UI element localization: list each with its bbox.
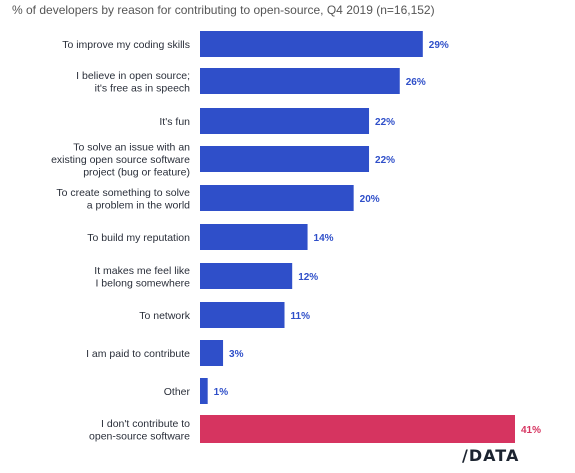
category-label-3: To solve an issue with an existing open s…: [51, 142, 190, 179]
category-label-line: I belong somewhere: [95, 277, 190, 289]
value-label-4: 20%: [360, 194, 380, 205]
category-label-10: I don't contribute to open-source softwar…: [89, 418, 190, 443]
category-label-line: it's free as in speech: [95, 82, 191, 94]
bar-1: [200, 68, 400, 94]
bar-4: [200, 185, 354, 211]
category-label-8: I am paid to contribute: [86, 348, 190, 360]
category-label-line: a problem in the world: [87, 199, 190, 211]
value-label-2: 22%: [375, 117, 395, 128]
bar-7: [200, 302, 285, 328]
category-label-line: I am paid to contribute: [86, 348, 190, 360]
data-logo: /DATA: [462, 446, 520, 465]
category-label-line: To build my reputation: [87, 232, 190, 244]
bar-3: [200, 146, 370, 172]
category-label-line: It makes me feel like: [94, 265, 190, 277]
bar-10: [200, 415, 515, 443]
value-label-8: 3%: [229, 349, 244, 360]
value-label-6: 12%: [298, 272, 318, 283]
bar-2: [200, 108, 370, 134]
category-label-2: It's fun: [159, 116, 190, 128]
category-label-line: project (bug or feature): [83, 167, 190, 179]
bar-5: [200, 224, 308, 250]
category-label-line: I believe in open source;: [76, 70, 190, 82]
bar-6: [200, 263, 293, 289]
category-label-line: existing open source software: [51, 154, 190, 166]
category-label-line: To improve my coding skills: [62, 39, 190, 51]
category-label-line: open-source software: [89, 430, 190, 442]
value-label-3: 22%: [375, 155, 395, 166]
category-label-6: It makes me feel like I belong somewhere: [94, 265, 190, 290]
category-label-1: I believe in open source; it's free as in…: [76, 70, 190, 95]
chart-title: % of developers by reason for contributi…: [12, 3, 435, 17]
bar-8: [200, 340, 224, 366]
category-label-line: To solve an issue with an: [73, 142, 190, 154]
value-label-1: 26%: [406, 77, 426, 88]
category-label-9: Other: [164, 386, 191, 398]
bar-0: [200, 31, 423, 57]
category-label-line: It's fun: [159, 116, 190, 128]
category-label-7: To network: [139, 310, 191, 322]
value-label-0: 29%: [429, 40, 449, 51]
category-label-line: To network: [139, 310, 191, 322]
value-label-10: 41%: [521, 425, 541, 436]
category-label-0: To improve my coding skills: [62, 39, 190, 51]
value-label-7: 11%: [291, 311, 311, 322]
bar-9: [200, 378, 208, 404]
category-label-line: To create something to solve: [56, 187, 190, 199]
category-label-4: To create something to solve a problem in…: [56, 187, 190, 212]
value-label-5: 14%: [314, 233, 334, 244]
category-label-5: To build my reputation: [87, 232, 190, 244]
category-label-line: Other: [164, 386, 191, 398]
value-label-9: 1%: [214, 387, 229, 398]
category-label-line: I don't contribute to: [101, 418, 190, 430]
